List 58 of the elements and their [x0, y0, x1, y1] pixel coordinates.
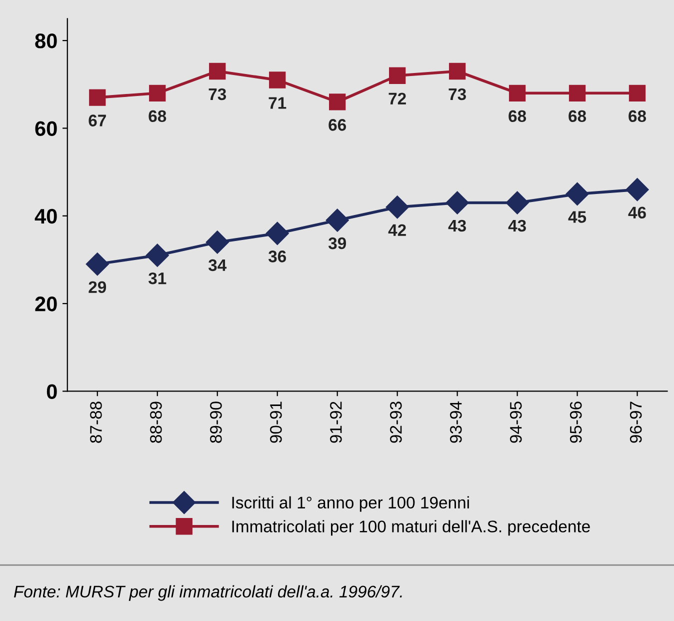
data-label: 68 [148, 110, 166, 122]
point [568, 84, 586, 102]
x-tick-label: 87-88 [90, 402, 102, 443]
point [146, 244, 169, 267]
x-tick-label: 90-91 [270, 402, 282, 443]
x-tick-label: 91-92 [330, 402, 342, 443]
source-note: Fonte: MURST per gli immatricolati dell'a.a. 1996/97. [14, 585, 402, 601]
point [206, 230, 229, 254]
y-tick-label: 40 [34, 208, 57, 224]
data-label: 71 [268, 97, 286, 109]
data-label: 43 [448, 220, 466, 232]
legend-label: Immatricolati per 100 maturi dell'A.S. precedente [232, 520, 590, 536]
data-label: 73 [208, 88, 226, 100]
data-label: 73 [448, 88, 466, 100]
data-label: 29 [88, 281, 106, 294]
x-tick-label: 93-94 [450, 401, 462, 443]
y-tick-label: 20 [35, 296, 57, 312]
data-label: 36 [268, 250, 286, 262]
data-label: 43 [508, 220, 526, 232]
data-label: 46 [628, 206, 646, 218]
data-label: 34 [208, 259, 227, 272]
point [149, 84, 166, 102]
point [266, 222, 289, 245]
point [388, 67, 406, 84]
point [86, 252, 109, 276]
point [326, 208, 349, 232]
data-label: 66 [328, 119, 346, 131]
point [448, 62, 466, 80]
data-label: 42 [388, 224, 406, 236]
point [566, 182, 589, 206]
point [508, 84, 526, 102]
data-label: 39 [328, 237, 346, 250]
y-tick-label: 0 [46, 384, 57, 399]
point [506, 191, 529, 214]
x-tick-label: 89-90 [210, 402, 222, 443]
data-label: 68 [628, 110, 646, 122]
point [628, 84, 646, 102]
point [626, 178, 649, 202]
y-tick-label: 60 [35, 121, 57, 136]
point [209, 62, 226, 80]
data-label: 31 [148, 272, 166, 284]
x-tick-label: 94-95 [510, 402, 522, 443]
point [386, 196, 409, 219]
x-tick-label: 88-89 [150, 402, 162, 443]
legend-label: Iscritti al 1° anno per 100 19enni [232, 496, 469, 512]
x-tick-label: 96-97 [630, 402, 642, 443]
point [446, 191, 469, 214]
y-tick-label: 80 [35, 34, 57, 48]
data-label: 68 [508, 110, 526, 122]
point [89, 89, 106, 106]
x-tick-label: 92-93 [390, 402, 402, 443]
data-label: 68 [568, 110, 586, 122]
point [329, 94, 346, 110]
data-label: 45 [568, 211, 586, 223]
data-label: 72 [388, 92, 406, 104]
point [269, 72, 286, 88]
x-tick-label: 95-96 [570, 402, 582, 443]
data-label: 67 [88, 114, 106, 126]
